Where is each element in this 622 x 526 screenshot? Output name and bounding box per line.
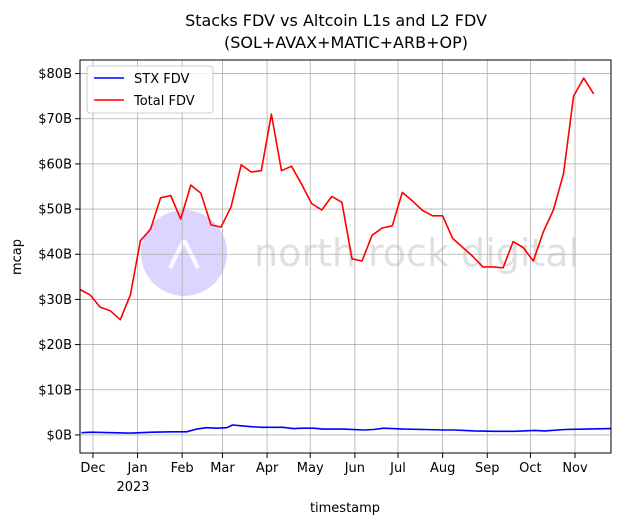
x-tick-label: Dec — [80, 461, 105, 476]
x-tick-label: Jul — [389, 461, 406, 476]
watermark: north rock digital — [141, 210, 579, 296]
series-line-total-fdv — [79, 77, 595, 321]
y-tick-label: $40B — [38, 248, 72, 263]
x-tick-label: Jan — [127, 461, 148, 476]
y-tick-label: $60B — [38, 157, 72, 172]
plot-frame — [79, 59, 612, 454]
x-tick-label: May — [297, 461, 324, 476]
chart-subtitle: (SOL+AVAX+MATIC+ARB+OP) — [224, 33, 468, 52]
legend-label-total: Total FDV — [133, 94, 195, 109]
chart-title: Stacks FDV vs Altcoin L1s and L2 FDV — [185, 11, 487, 30]
watermark-text: north rock digital — [254, 231, 579, 275]
series-lines — [79, 77, 612, 434]
y-tick-label: $10B — [38, 383, 72, 398]
y-tick-label: $30B — [38, 293, 72, 308]
y-tick-label: $20B — [38, 338, 72, 353]
year-label: 2023 — [116, 480, 149, 495]
y-tick-label: $80B — [38, 67, 72, 82]
x-axis: Dec Jan Feb Mar Apr May Jun Jul Aug Sep Oct Nov — [80, 453, 588, 476]
legend: STX FDV Total FDV — [86, 65, 214, 114]
x-tick-label: Aug — [430, 461, 455, 476]
x-tick-label: Oct — [519, 461, 541, 476]
x-tick-label: Apr — [256, 461, 279, 476]
grid — [80, 60, 611, 453]
x-axis-label: timestamp — [310, 501, 380, 516]
x-tick-label: Feb — [171, 461, 194, 476]
x-tick-label: Mar — [210, 461, 235, 476]
y-tick-label: $50B — [38, 203, 72, 218]
y-axis-label: mcap — [10, 239, 25, 275]
watermark-logo — [141, 210, 227, 296]
x-tick-label: Nov — [562, 461, 588, 476]
series-line-stx-fdv — [81, 424, 612, 434]
legend-label-stx: STX FDV — [134, 72, 189, 87]
y-axis: $0B $10B $20B $30B $40B $50B $60B $70B $80B — [38, 67, 80, 443]
x-tick-label: Jun — [344, 461, 365, 476]
y-tick-label: $0B — [47, 428, 72, 443]
y-tick-label: $70B — [38, 112, 72, 127]
x-tick-label: Sep — [475, 461, 500, 476]
